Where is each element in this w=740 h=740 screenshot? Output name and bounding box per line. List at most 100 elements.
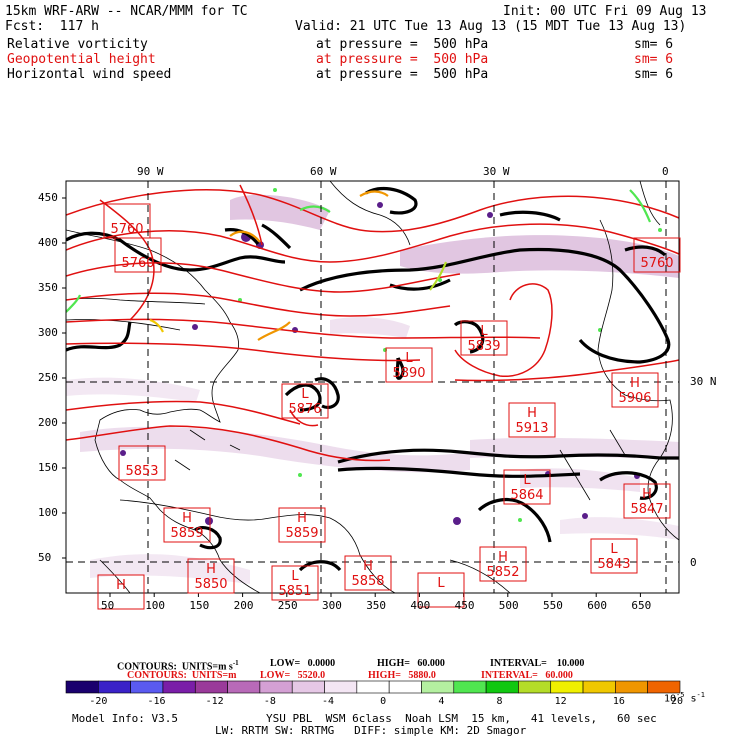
field-level-vorticity: at pressure = 500 hPa (316, 37, 489, 52)
pressure-center-value: 5850 (194, 577, 227, 592)
field-name-vorticity: Relative vorticity (7, 37, 148, 52)
pressure-center-box (271, 565, 319, 601)
pressure-center-value: 5853 (125, 464, 158, 479)
y-tick-label: 300 (38, 326, 58, 339)
x-tick-label: 600 (587, 599, 608, 612)
valid-time: Valid: 21 UTC Tue 13 Aug 13 (15 MDT Tue … (295, 19, 687, 34)
pressure-center-type: H (297, 511, 307, 526)
x-tick-label: 300 (322, 599, 342, 612)
pressure-center-box (187, 558, 235, 594)
x-tick-label: 150 (189, 599, 210, 612)
pressure-center-type: H (527, 406, 537, 421)
forecast-hour: Fcst: 117 h (5, 19, 99, 34)
pressure-center-box (344, 555, 392, 591)
pressure-center-box (623, 483, 671, 519)
lon-label-30w: 30 W (483, 165, 510, 178)
wind-maxima-streaks (66, 189, 652, 341)
physics-line-1: YSU PBL WSM 6class Noah LSM 15 km, 41 le… (266, 712, 657, 725)
pressure-center: 5760 (114, 237, 162, 273)
geopotential-contours (66, 184, 679, 462)
coastlines (66, 181, 679, 593)
colorbar-label: 4 (438, 696, 445, 707)
y-tick-label: 250 (38, 371, 58, 384)
y-tick-label: 100 (38, 506, 58, 519)
y-tick-label: 450 (38, 191, 58, 204)
pressure-center-value: 5852 (486, 565, 519, 580)
pressure-center: 5853 (118, 445, 166, 481)
contours-black-high: HIGH= 60.000 (377, 658, 445, 669)
field-name-wind: Horizontal wind speed (7, 67, 172, 82)
field-sm-vorticity: sm= 6 (634, 37, 674, 52)
pressure-center-box (281, 383, 329, 419)
pressure-center-box (278, 507, 326, 543)
pressure-center-value: 5906 (618, 391, 651, 406)
colorbar-label: 12 (554, 696, 567, 707)
pressure-center-type: H (498, 550, 508, 565)
pressure-center-box (385, 347, 433, 383)
colorbar-unit: 10-5 s-1 (664, 691, 705, 705)
lon-label-60w: 60 W (310, 165, 337, 178)
pressure-center-box (611, 372, 659, 408)
pressure-center-value: 5913 (515, 421, 548, 436)
pressure-center-type: L (610, 542, 618, 557)
x-tick-label: 500 (498, 599, 519, 612)
axis-ticks (62, 197, 641, 597)
contours-black-interval: INTERVAL= 10.000 (490, 658, 585, 669)
colorbar-label: -16 (147, 696, 166, 707)
pressure-center-value: 5847 (630, 502, 663, 517)
contours-red-low: LOW= 5520.0 (260, 670, 326, 681)
lon-label-0: 0 (662, 165, 669, 178)
pressure-center-value: 5864 (510, 488, 543, 503)
pressure-center-type: H (363, 559, 373, 574)
pressure-center-value: 5876 (288, 402, 321, 417)
colorbar-label: -12 (205, 696, 224, 707)
colorbar-label: 16 (612, 696, 625, 707)
pressure-center-value: 5839 (467, 339, 500, 354)
pressure-center-value: 5851 (278, 584, 311, 599)
y-tick-label: 50 (38, 551, 52, 564)
y-tick-label: 350 (38, 281, 58, 294)
x-tick-label: 550 (543, 599, 563, 612)
field-sm-geopotential: sm= 6 (634, 52, 674, 67)
pressure-center-type: H (630, 376, 640, 391)
lat-label-30n: 30 N (690, 375, 717, 388)
pressure-center-value: 5843 (597, 557, 630, 572)
pressure-center-type: L (291, 569, 299, 584)
colorbar-label: -20 (89, 696, 108, 707)
x-tick-label: 200 (233, 599, 254, 612)
pressure-center-box (633, 237, 681, 273)
colorbar-label: 0 (380, 696, 387, 707)
pressure-center-type: H (116, 578, 126, 593)
x-tick-label: 450 (454, 599, 475, 612)
x-tick-label: 650 (631, 599, 652, 612)
x-tick-label: 350 (366, 599, 387, 612)
model-title: 15km WRF-ARW -- NCAR/MMM for TC (5, 4, 248, 19)
colorbar-label: -8 (263, 696, 276, 707)
y-tick-label: 400 (38, 236, 58, 249)
pressure-center-type: L (523, 473, 531, 488)
pressure-center-type: L (405, 351, 413, 366)
y-tick-label: 150 (38, 461, 58, 474)
pressure-center-box (479, 546, 527, 582)
pressure-center-box (590, 538, 638, 574)
pressure-center-box (114, 237, 162, 273)
pressure-center-box (97, 574, 145, 610)
pressure-center-box (163, 507, 211, 543)
x-tick-label: 250 (277, 599, 298, 612)
pressure-center-value: 5859 (170, 526, 203, 541)
physics-line-2: LW: RRTM SW: RRTMG DIFF: simple KM: 2D S… (215, 724, 527, 737)
pressure-center-value: 5760 (110, 222, 143, 237)
pressure-center-type: H (182, 511, 192, 526)
